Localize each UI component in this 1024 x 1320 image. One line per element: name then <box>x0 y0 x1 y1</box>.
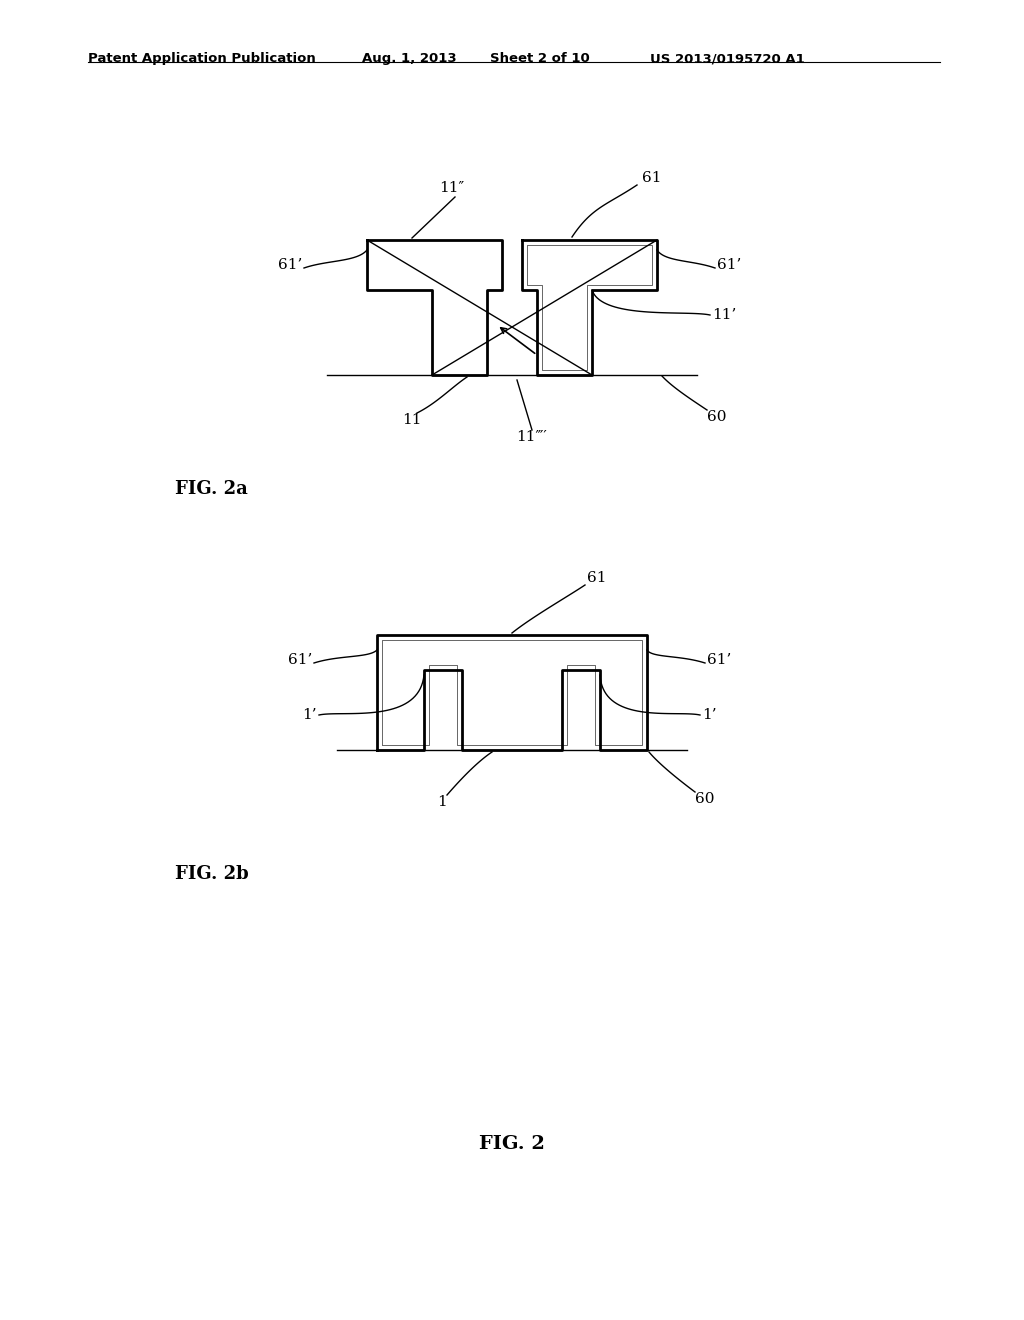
Text: 11‴′: 11‴′ <box>516 430 548 444</box>
Text: 60: 60 <box>695 792 715 807</box>
Text: 1’: 1’ <box>702 708 717 722</box>
Text: 61’: 61’ <box>707 653 731 667</box>
Text: 61’: 61’ <box>278 257 302 272</box>
Text: 11’: 11’ <box>712 308 736 322</box>
Text: FIG. 2b: FIG. 2b <box>175 865 249 883</box>
Text: FIG. 2: FIG. 2 <box>479 1135 545 1152</box>
Text: 61: 61 <box>642 172 662 185</box>
Text: FIG. 2a: FIG. 2a <box>175 480 248 498</box>
Text: 1: 1 <box>437 795 446 809</box>
Text: 61’: 61’ <box>288 653 312 667</box>
Text: 61: 61 <box>587 572 606 585</box>
Text: 11″: 11″ <box>439 181 465 195</box>
Text: 11: 11 <box>402 413 422 426</box>
Text: Sheet 2 of 10: Sheet 2 of 10 <box>490 51 590 65</box>
Text: Aug. 1, 2013: Aug. 1, 2013 <box>362 51 457 65</box>
Text: 1’: 1’ <box>302 708 317 722</box>
Text: 60: 60 <box>707 411 726 424</box>
Text: Patent Application Publication: Patent Application Publication <box>88 51 315 65</box>
Text: US 2013/0195720 A1: US 2013/0195720 A1 <box>650 51 805 65</box>
Text: 61’: 61’ <box>717 257 741 272</box>
